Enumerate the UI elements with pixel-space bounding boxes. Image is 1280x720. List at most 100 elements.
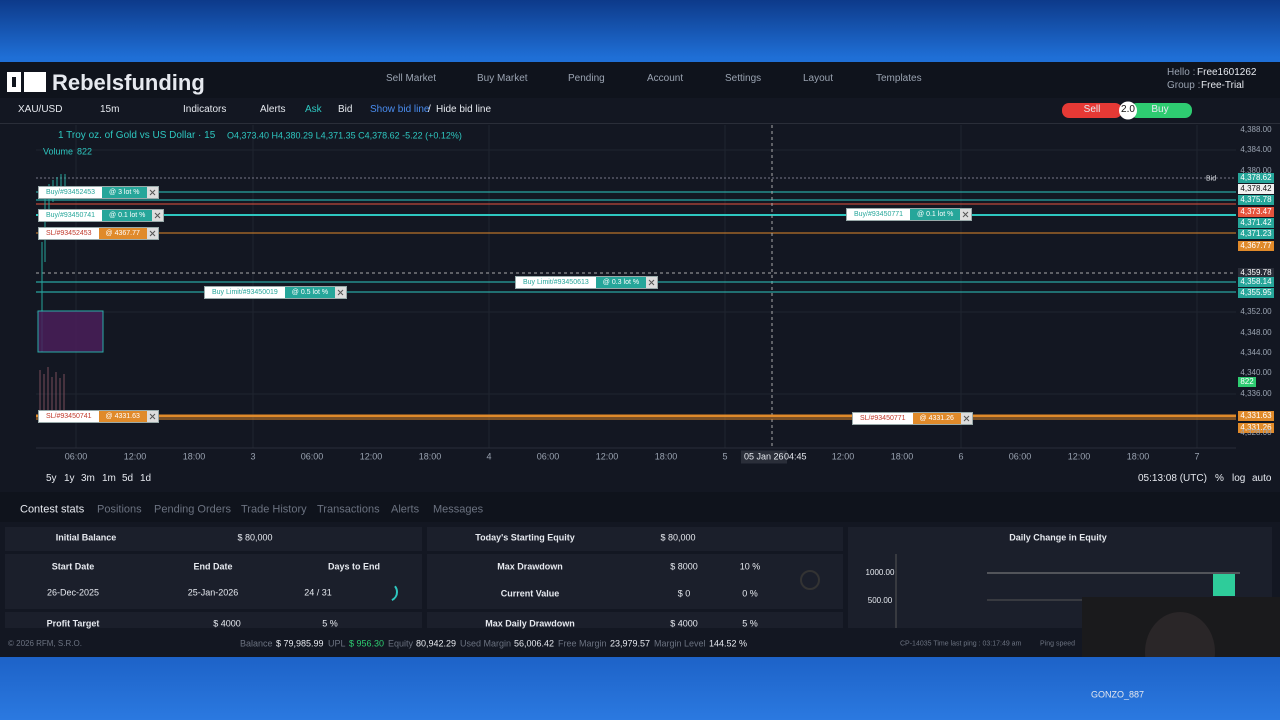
time-label: 12:00 [831, 451, 855, 462]
close-order[interactable] [146, 187, 158, 198]
price-label: 4,355.95 [1238, 288, 1274, 298]
menu-item[interactable]: Layout [803, 73, 834, 84]
stat-label: Today's Starting Equity [475, 532, 575, 543]
range-button[interactable]: 3m [81, 473, 95, 484]
range-button[interactable]: 1d [140, 473, 152, 484]
toolbar-button[interactable]: Alerts [260, 104, 286, 115]
order-tag[interactable]: Buy Limit/#93450019 @ 0.5 lot % [204, 286, 348, 299]
footer-label: Free Margin [558, 638, 607, 649]
buy-button[interactable] [1130, 103, 1192, 118]
bid-tag: Bid [1206, 175, 1217, 183]
stats-row [427, 527, 843, 551]
close-order[interactable] [152, 210, 164, 221]
stats-row [5, 554, 422, 609]
progress-ring [800, 570, 820, 590]
menu-item[interactable]: Templates [876, 73, 922, 84]
menu-item[interactable]: Pending [568, 73, 605, 84]
range-button[interactable]: 5d [122, 473, 134, 484]
stat-value: $ 80,000 [237, 532, 273, 543]
lot-field[interactable] [1119, 101, 1137, 120]
interval-button[interactable]: 15m [100, 104, 120, 115]
order-label: SL/#93450741 [39, 411, 99, 422]
menu-item[interactable]: Sell Market [386, 73, 437, 84]
menu-item[interactable]: Buy Market [477, 73, 528, 84]
time-label: 06:00 [64, 451, 88, 462]
brand: Rebelsfunding [52, 70, 205, 95]
order-detail: @ 3 lot % [102, 187, 147, 198]
stat-value: 5 % [742, 618, 758, 629]
tab[interactable]: Contest stats [20, 503, 85, 516]
menu-item[interactable]: Settings [725, 73, 762, 84]
order-tag[interactable]: SL/#93450741 @ 4331.63 [38, 410, 159, 423]
order-label: Buy Limit/#93450019 [205, 287, 285, 298]
equity-tick: 1000.00 [865, 568, 895, 577]
close-order[interactable] [646, 277, 658, 288]
range-button[interactable]: 1y [64, 473, 75, 484]
price-label: 4,336.00 [1240, 389, 1272, 398]
time-label: 12:00 [1067, 451, 1091, 462]
webcam-name: GONZO_887 [1091, 689, 1145, 700]
order-tag[interactable]: Buy/#93450741 @ 0.1 lot % [38, 209, 165, 222]
close-order[interactable] [960, 209, 972, 220]
toolbar-button[interactable]: Indicators [183, 104, 227, 115]
scale-button[interactable]: auto [1252, 473, 1272, 484]
tab[interactable]: Transactions [317, 503, 380, 516]
symbol: XAU/USD [18, 104, 63, 115]
stat-value: 0 % [742, 588, 758, 599]
range-button[interactable]: 1m [102, 473, 116, 484]
toolbar-button[interactable]: Bid [338, 104, 353, 115]
stat-label: Profit Target [46, 618, 100, 629]
footer-value: 80,942.29 [416, 638, 457, 649]
order-tag[interactable]: SL/#93452453 @ 4367.77 [38, 227, 159, 240]
toolbar-button[interactable]: Hide bid line [436, 104, 492, 115]
range-button[interactable]: 5y [46, 473, 57, 484]
chart-graphics [0, 72, 1280, 657]
toolbar-button[interactable]: Ask [305, 104, 322, 115]
order-tag[interactable]: Buy/#93452453 @ 3 lot % [38, 186, 159, 199]
lot-field: 2.0 [1121, 104, 1135, 115]
sell-button[interactable] [1062, 103, 1122, 118]
time-label: 12:00 [123, 451, 147, 462]
stat-value: 24 / 31 [304, 587, 332, 598]
price-label: 4,359.78 [1238, 268, 1274, 278]
stat-value: 25-Jan-2026 [187, 587, 239, 598]
scale-button[interactable]: log [1232, 473, 1246, 484]
menu-item[interactable]: Account [647, 73, 684, 84]
tab[interactable]: Alerts [391, 503, 420, 516]
footer-label: Equity [388, 638, 414, 649]
sell-button[interactable]: Sell [1083, 104, 1101, 115]
time-label: 18:00 [182, 451, 206, 462]
stat-label: Current Value [500, 588, 560, 599]
price-label: 4,352.00 [1240, 307, 1272, 316]
scale-button[interactable]: % [1215, 473, 1224, 484]
equity-bar [1213, 574, 1235, 596]
range-box [37, 310, 104, 353]
price-label: 822 [1238, 377, 1256, 387]
tab[interactable]: Positions [97, 503, 142, 516]
user: Free1601262 [1197, 67, 1257, 78]
drawing-tools [0, 125, 36, 448]
progress-ring [378, 582, 398, 602]
buy-button[interactable]: Buy [1151, 104, 1169, 115]
stat-label: Start Date [51, 561, 95, 572]
toolbar-button[interactable]: / [428, 104, 431, 115]
tab[interactable]: Trade History [241, 503, 307, 516]
tab[interactable]: Pending Orders [154, 503, 232, 516]
toolbar-button[interactable]: Show bid line [370, 104, 430, 115]
time-label: 18:00 [418, 451, 442, 462]
close-order[interactable] [146, 411, 158, 422]
close-order[interactable] [335, 287, 347, 298]
tab[interactable]: Messages [433, 503, 484, 516]
order-label: SL/#93450771 [853, 413, 913, 424]
stat-label: Max Drawdown [497, 561, 563, 572]
order-tag[interactable]: SL/#93450771 @ 4331.26 [852, 412, 973, 425]
order-tag[interactable]: Buy/#93450771 @ 0.1 lot % [846, 208, 973, 221]
price-label: 4,384.00 [1240, 145, 1272, 154]
close-order[interactable] [960, 413, 972, 424]
time-label: 4 [486, 451, 492, 462]
order-tag[interactable]: Buy Limit/#93450613 @ 0.3 lot % [515, 276, 659, 289]
close-order[interactable] [146, 228, 158, 239]
order-detail: @ 4367.77 [98, 228, 147, 239]
ping-speed: Ping speed [1040, 640, 1076, 648]
